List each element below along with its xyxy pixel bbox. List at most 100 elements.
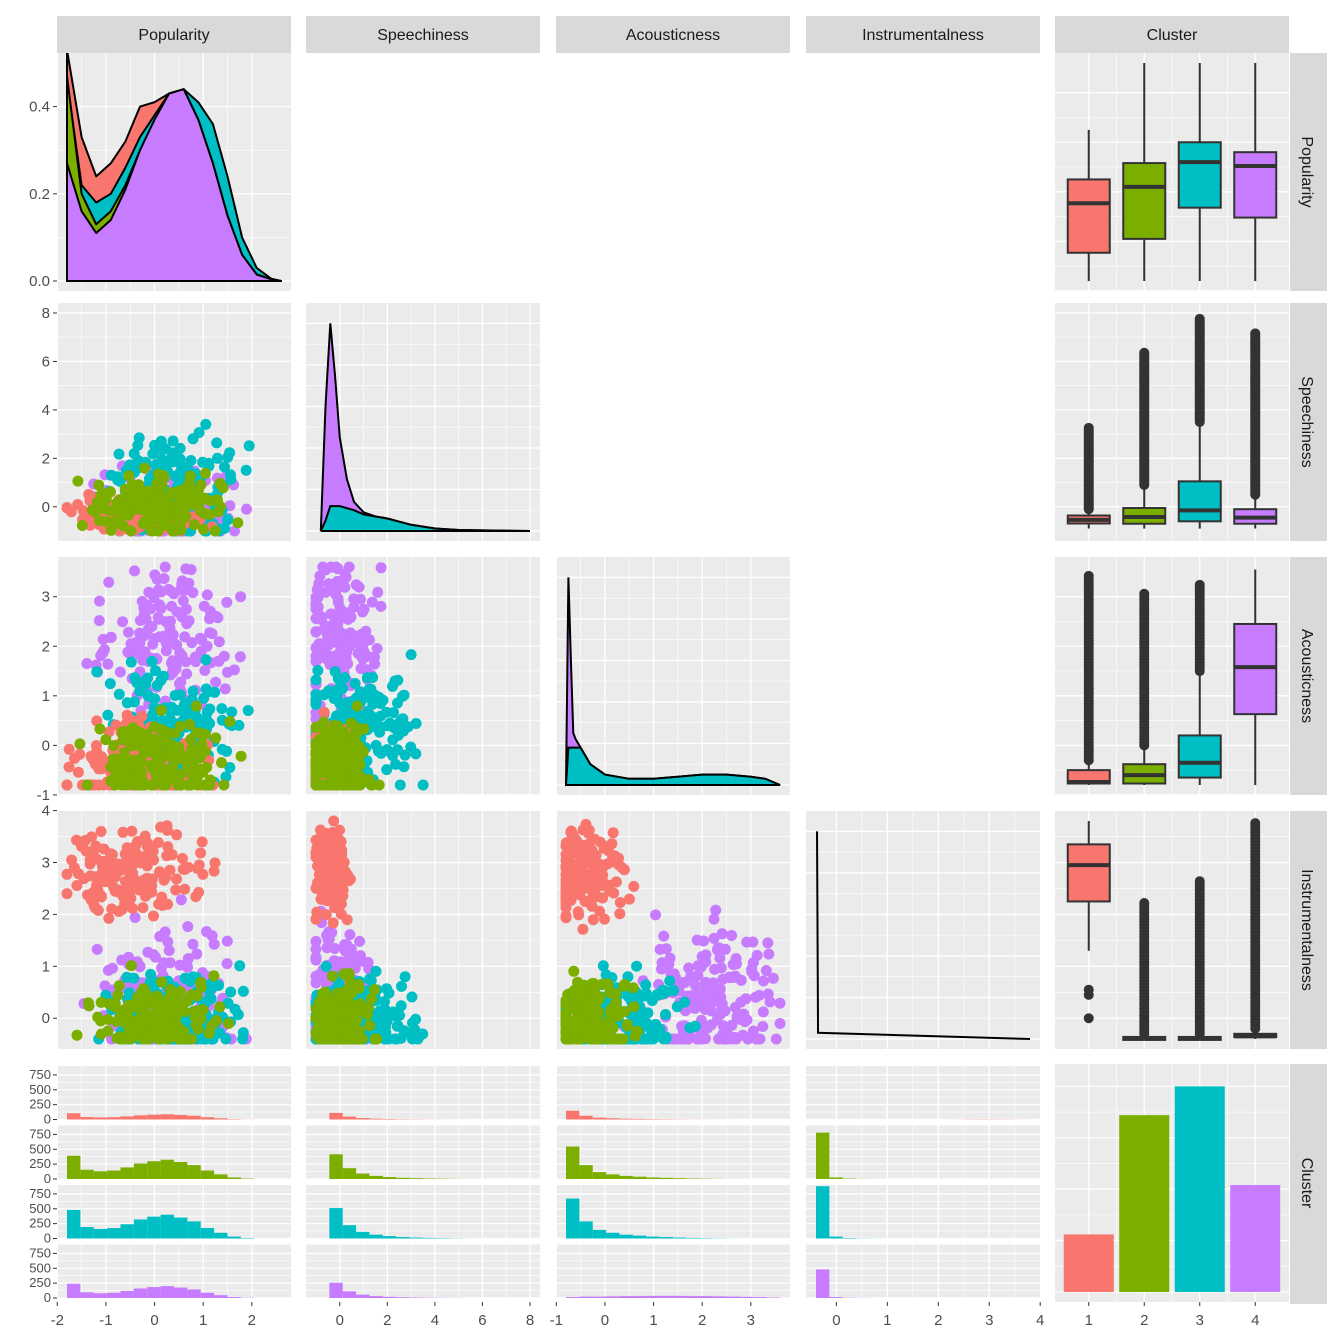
point-cluster-3 <box>216 703 228 715</box>
point-cluster-4 <box>314 570 326 582</box>
point-cluster-3 <box>337 704 349 716</box>
point-cluster-4 <box>187 587 199 599</box>
histogram-bar-cluster-1 <box>214 1118 228 1120</box>
point-cluster-2 <box>109 753 121 765</box>
panel-grid <box>56 48 1289 1302</box>
point-cluster-2 <box>217 482 229 494</box>
point-cluster-3 <box>174 453 186 465</box>
point-cluster-2 <box>184 719 196 730</box>
point-cluster-2 <box>350 765 362 777</box>
point-cluster-2 <box>95 1015 107 1027</box>
histogram-bar-cluster-3 <box>67 1209 81 1239</box>
point-cluster-3 <box>167 435 179 447</box>
histogram-bar-cluster-2 <box>120 1167 134 1179</box>
box-cluster-3 <box>1177 141 1222 209</box>
point-cluster-3 <box>372 745 384 757</box>
panel-histogram-popularity-cluster-1 <box>56 1066 291 1121</box>
point-cluster-4 <box>354 935 366 947</box>
point-cluster-1 <box>583 824 595 836</box>
point-cluster-2 <box>93 479 105 491</box>
histogram-bar-cluster-4 <box>187 1289 201 1298</box>
point-cluster-4 <box>725 972 737 984</box>
point-cluster-4 <box>342 613 354 625</box>
point-cluster-4 <box>712 944 723 956</box>
point-cluster-3 <box>113 448 125 460</box>
point-cluster-2 <box>125 525 137 537</box>
point-cluster-1 <box>91 750 103 762</box>
point-cluster-1 <box>608 887 620 899</box>
point-cluster-3 <box>146 655 158 667</box>
point-cluster-1 <box>196 836 208 848</box>
point-cluster-2 <box>224 716 236 727</box>
point-cluster-2 <box>82 997 94 1009</box>
point-cluster-1 <box>63 743 75 755</box>
point-cluster-4 <box>117 616 129 628</box>
point-cluster-2 <box>578 979 590 991</box>
point-cluster-3 <box>139 675 151 687</box>
point-cluster-4 <box>317 561 329 573</box>
histogram-bar-cluster-1 <box>120 1116 134 1120</box>
panel-instrumentalness-density <box>806 811 1040 1049</box>
point-cluster-3 <box>664 975 676 987</box>
point-cluster-1 <box>86 831 98 843</box>
point-cluster-2 <box>195 976 207 988</box>
point-cluster-4 <box>332 563 344 575</box>
point-cluster-4 <box>171 606 183 618</box>
point-cluster-2 <box>629 1030 641 1042</box>
histogram-bar-cluster-3 <box>160 1214 174 1239</box>
point-cluster-4 <box>129 637 141 649</box>
point-cluster-4 <box>658 930 670 942</box>
histogram-bar-cluster-3 <box>120 1224 134 1239</box>
point-cluster-1 <box>106 903 118 915</box>
point-cluster-2 <box>185 764 197 776</box>
point-cluster-2 <box>156 976 167 988</box>
point-cluster-1 <box>599 913 610 925</box>
point-cluster-3 <box>394 779 406 791</box>
point-cluster-4 <box>363 634 375 646</box>
histogram-bar-cluster-3 <box>214 1232 228 1239</box>
point-cluster-4 <box>201 589 213 601</box>
point-cluster-2 <box>199 728 211 740</box>
point-cluster-1 <box>163 847 175 859</box>
point-cluster-3 <box>219 461 230 473</box>
point-cluster-3 <box>414 1030 425 1042</box>
point-cluster-4 <box>741 1014 753 1026</box>
point-cluster-2 <box>560 999 572 1011</box>
point-cluster-2 <box>335 741 347 753</box>
point-cluster-3 <box>169 690 181 701</box>
point-cluster-3 <box>132 455 144 466</box>
histogram-bar-cluster-2 <box>187 1165 201 1179</box>
histogram-bar-cluster-2 <box>80 1169 94 1179</box>
point-cluster-1 <box>318 847 330 859</box>
point-cluster-4 <box>707 977 719 989</box>
point-cluster-4 <box>94 595 105 607</box>
point-cluster-4 <box>114 666 126 678</box>
point-cluster-4 <box>137 630 149 642</box>
point-cluster-4 <box>357 653 369 665</box>
point-cluster-4 <box>179 631 191 643</box>
point-cluster-2 <box>108 1000 120 1012</box>
point-cluster-4 <box>152 612 164 623</box>
empty-panel <box>556 303 790 541</box>
point-cluster-4 <box>167 637 178 649</box>
point-cluster-4 <box>136 596 148 607</box>
point-cluster-4 <box>213 636 225 648</box>
point-cluster-4 <box>329 943 341 954</box>
point-cluster-4 <box>176 650 188 662</box>
point-cluster-1 <box>335 908 347 920</box>
point-cluster-3 <box>668 985 680 996</box>
point-cluster-2 <box>332 720 344 732</box>
point-cluster-2 <box>317 720 329 732</box>
point-cluster-2 <box>317 1033 329 1045</box>
point-cluster-3 <box>224 469 236 481</box>
point-cluster-4 <box>180 563 192 575</box>
histogram-bar-cluster-1 <box>187 1115 201 1120</box>
box-cluster-4 <box>1233 151 1278 219</box>
point-cluster-3 <box>200 418 212 430</box>
point-cluster-3 <box>224 447 236 459</box>
point-cluster-4 <box>235 591 247 603</box>
panel-instrumentalness-density-background <box>806 811 1040 1049</box>
point-cluster-1 <box>126 825 138 837</box>
point-cluster-4 <box>210 676 222 688</box>
